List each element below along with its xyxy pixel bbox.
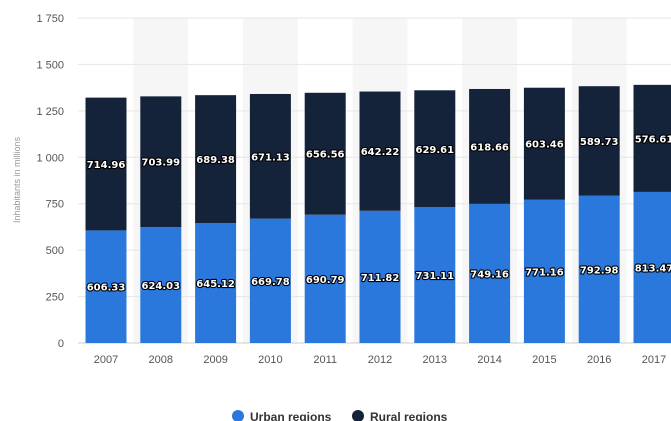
bar-rural-2016[interactable] <box>578 86 620 196</box>
value-label-urban-2012: 711.82 <box>361 273 400 284</box>
x-tick-label-2013: 2013 <box>423 354 447 366</box>
legend-label-urban: Urban regions <box>250 410 332 421</box>
bar-rural-2008[interactable] <box>140 96 182 228</box>
legend-label-rural: Rural regions <box>370 410 448 421</box>
value-label-rural-2016: 589.73 <box>580 137 619 148</box>
value-label-rural-2015: 603.46 <box>525 140 564 151</box>
bar-rural-2013[interactable] <box>414 90 456 208</box>
bar-urban-2014[interactable] <box>469 203 511 343</box>
x-tick-label-2012: 2012 <box>368 354 392 366</box>
legend[interactable]: Urban regions Rural regions <box>232 410 448 421</box>
bar-urban-2010[interactable] <box>249 218 291 343</box>
bar-urban-2011[interactable] <box>304 214 346 343</box>
bar-urban-2012[interactable] <box>359 210 401 343</box>
y-tick-label: 1 250 <box>36 106 64 118</box>
bar-rural-2010[interactable] <box>249 93 291 219</box>
bar-rural-2012[interactable] <box>359 91 401 211</box>
value-label-urban-2013: 731.11 <box>416 271 455 282</box>
value-label-urban-2008: 624.03 <box>142 281 181 292</box>
value-label-rural-2013: 629.61 <box>416 145 455 156</box>
value-labels: 606.33 714.96 624.03 703.99 645.12 689.38 669.… <box>86 133 671 295</box>
y-tick-label: 1 000 <box>36 152 64 164</box>
value-label-rural-2009: 689.38 <box>196 155 235 166</box>
legend-marker-rural <box>352 410 364 421</box>
bar-urban-2008[interactable] <box>140 227 182 343</box>
bar-urban-2016[interactable] <box>578 195 620 343</box>
x-tick-label-2007: 2007 <box>94 354 118 366</box>
x-tick-label-2014: 2014 <box>477 354 501 366</box>
legend-item-urban[interactable]: Urban regions <box>232 410 332 421</box>
y-tick-label: 0 <box>58 338 64 350</box>
value-label-urban-2014: 749.16 <box>470 269 509 280</box>
bar-rural-2011[interactable] <box>304 92 346 215</box>
legend-marker-urban <box>232 410 244 421</box>
bar-urban-2017[interactable] <box>633 191 671 343</box>
x-tick-label-2010: 2010 <box>258 354 282 366</box>
value-label-rural-2011: 656.56 <box>306 150 345 161</box>
bar-urban-2015[interactable] <box>523 199 565 343</box>
y-tick-label: 1 750 <box>36 13 64 25</box>
value-label-urban-2017: 813.47 <box>635 263 671 274</box>
y-axis-title: Inhabitants in millions <box>12 136 22 223</box>
value-label-rural-2017: 576.61 <box>635 134 671 145</box>
value-label-urban-2016: 792.98 <box>580 265 619 276</box>
bar-rural-2007[interactable] <box>85 97 127 231</box>
legend-item-rural[interactable]: Rural regions <box>352 410 448 421</box>
value-label-urban-2011: 690.79 <box>306 275 345 286</box>
x-tick-label-2008: 2008 <box>149 354 173 366</box>
y-tick-label: 750 <box>46 199 64 211</box>
x-tick-label-2016: 2016 <box>587 354 611 366</box>
bar-urban-2007[interactable] <box>85 230 127 343</box>
value-label-rural-2012: 642.22 <box>361 147 400 158</box>
bar-rural-2017[interactable] <box>633 84 671 192</box>
value-label-urban-2007: 606.33 <box>87 283 126 294</box>
value-label-urban-2009: 645.12 <box>196 279 235 290</box>
y-tick-label: 250 <box>46 292 64 304</box>
value-label-urban-2010: 669.78 <box>251 277 290 288</box>
bar-urban-2009[interactable] <box>195 223 237 343</box>
bar-rural-2015[interactable] <box>523 87 565 200</box>
value-label-urban-2015: 771.16 <box>525 267 564 278</box>
value-label-rural-2008: 703.99 <box>142 158 181 169</box>
y-axis-ticks: 0 250 500 750 1 000 1 250 1 500 1 750 <box>36 13 64 350</box>
x-tick-label-2017: 2017 <box>642 354 666 366</box>
value-label-rural-2007: 714.96 <box>87 160 126 171</box>
value-label-rural-2014: 618.66 <box>470 142 509 153</box>
bar-urban-2013[interactable] <box>414 207 456 343</box>
x-tick-label-2011: 2011 <box>313 354 337 366</box>
bar-rural-2014[interactable] <box>469 88 511 204</box>
y-tick-label: 500 <box>46 245 64 257</box>
bars <box>85 84 671 343</box>
x-tick-label-2015: 2015 <box>532 354 556 366</box>
x-tick-label-2009: 2009 <box>203 354 227 366</box>
y-tick-label: 1 500 <box>36 59 64 71</box>
bar-rural-2009[interactable] <box>195 95 237 224</box>
value-label-rural-2010: 671.13 <box>251 152 290 163</box>
x-axis-ticks: 2007 2008 2009 2010 2011 2012 2013 2014 2015 2016… <box>94 354 666 366</box>
